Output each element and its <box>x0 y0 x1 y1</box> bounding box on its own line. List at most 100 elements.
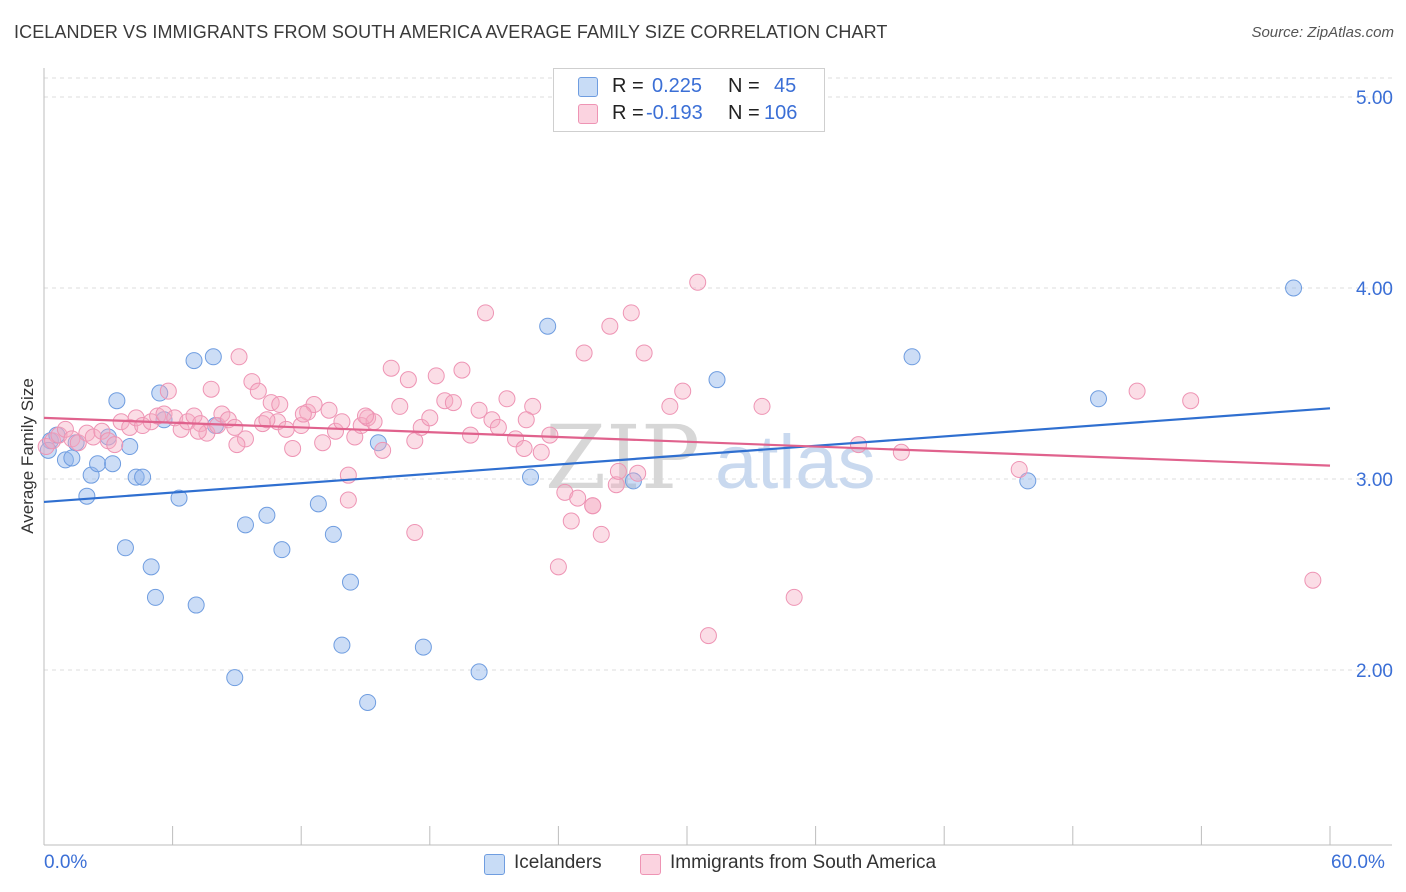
data-point <box>226 669 244 687</box>
data-point <box>213 405 231 423</box>
data-point <box>170 489 188 507</box>
data-point <box>228 436 246 454</box>
data-point <box>462 426 480 444</box>
data-point <box>515 439 533 457</box>
data-point <box>436 392 454 410</box>
data-point <box>309 495 327 513</box>
data-point <box>284 439 302 457</box>
data-point <box>339 491 357 509</box>
data-point <box>262 394 280 412</box>
data-point <box>903 348 921 366</box>
y-tick-labels: 2.00 3.00 4.00 5.00 <box>1356 88 1393 682</box>
data-point <box>674 382 692 400</box>
data-point <box>333 636 351 654</box>
trend-line <box>43 407 1331 504</box>
data-point <box>320 401 338 419</box>
data-point <box>341 573 359 591</box>
y-tick-label: 2.00 <box>1356 661 1393 682</box>
data-point <box>532 443 550 461</box>
data-point <box>629 464 647 482</box>
data-point <box>116 539 134 557</box>
legend-label: Immigrants from South America <box>670 852 937 873</box>
data-point <box>93 422 111 440</box>
data-point <box>1285 279 1303 297</box>
data-point <box>189 422 207 440</box>
data-point <box>277 420 295 438</box>
data-point <box>522 468 540 486</box>
data-point <box>549 558 567 576</box>
data-point <box>592 525 610 543</box>
legend-swatch-blue <box>484 854 505 875</box>
r-label: R = <box>612 75 644 97</box>
data-point <box>689 273 707 291</box>
series-icelanders <box>39 279 1303 711</box>
data-point <box>892 443 910 461</box>
legend-swatch-pink <box>640 854 661 875</box>
data-point <box>179 413 197 431</box>
data-point <box>453 361 471 379</box>
data-point <box>399 371 417 389</box>
data-point <box>359 693 377 711</box>
data-point <box>635 344 653 362</box>
data-point <box>414 638 432 656</box>
legend-row-immigrants: R = -0.193 N = 106 <box>578 102 818 126</box>
legend-swatch-pink <box>578 104 598 124</box>
data-point <box>1090 390 1108 408</box>
data-point <box>1010 460 1028 478</box>
r-value: -0.193 <box>646 102 703 124</box>
data-point <box>607 476 625 494</box>
data-point <box>187 596 205 614</box>
series-legend: Icelanders Immigrants from South America <box>0 852 1406 878</box>
n-value: 106 <box>764 102 798 124</box>
data-point <box>69 434 87 452</box>
trend-line <box>43 416 1331 467</box>
data-point <box>489 418 507 436</box>
data-point <box>785 588 803 606</box>
data-point <box>562 512 580 530</box>
data-point <box>271 396 289 414</box>
data-point <box>305 396 323 414</box>
data-point <box>50 426 68 444</box>
data-point <box>56 420 74 438</box>
data-point <box>249 382 267 400</box>
data-point <box>56 451 74 469</box>
legend-label: Icelanders <box>514 852 602 873</box>
data-point <box>753 397 771 415</box>
data-point <box>427 367 445 385</box>
data-point <box>849 436 867 454</box>
source-label: Source: ZipAtlas.com <box>1251 24 1394 41</box>
data-point <box>1128 382 1146 400</box>
trend-lines <box>43 407 1331 504</box>
data-point <box>185 352 203 370</box>
data-point <box>149 407 167 425</box>
r-label: R = <box>612 102 644 124</box>
data-point <box>1304 571 1322 589</box>
data-point <box>498 390 516 408</box>
data-point <box>44 432 62 450</box>
data-point <box>104 455 122 473</box>
data-point <box>406 523 424 541</box>
data-point <box>1019 472 1037 490</box>
y-tick-label: 5.00 <box>1356 88 1393 109</box>
x-tick-label-min: 0.0% <box>44 852 88 873</box>
data-point <box>517 411 535 429</box>
data-point <box>236 516 254 534</box>
data-point <box>374 441 392 459</box>
data-point <box>661 397 679 415</box>
chart-title: ICELANDER VS IMMIGRANTS FROM SOUTH AMERI… <box>14 22 888 42</box>
watermark-atlas: atlas <box>715 420 876 505</box>
data-point <box>37 438 55 456</box>
data-point <box>142 558 160 576</box>
data-point <box>159 382 177 400</box>
axes <box>43 68 1392 846</box>
data-point <box>106 436 124 454</box>
legend-swatch-blue <box>578 77 598 97</box>
data-point <box>326 422 344 440</box>
data-point <box>314 434 332 452</box>
x-tick-label-max: 60.0% <box>1331 852 1385 873</box>
data-point <box>391 397 409 415</box>
data-point <box>134 468 152 486</box>
data-point <box>601 317 619 335</box>
n-label: N = <box>728 75 760 97</box>
